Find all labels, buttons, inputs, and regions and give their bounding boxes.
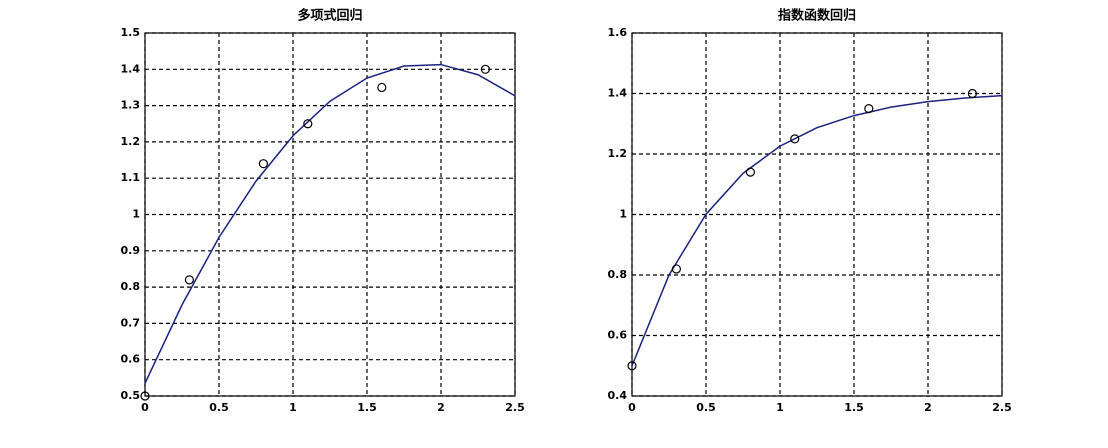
y-tick-label: 1.3 [121,99,141,112]
x-tick-label: 1 [289,401,297,414]
x-tick-label: 2 [924,401,932,414]
data-point [671,264,682,274]
chart-title: 多项式回归 [297,8,362,24]
data-point [258,159,268,169]
data-point [377,82,387,93]
y-tick-label: 0.6 [121,353,141,366]
y-tick-label: 1.4 [608,87,628,100]
x-tick-label: 0 [141,401,149,414]
data-point [303,119,313,129]
fit-curve [631,94,1003,367]
y-tick-label: 1.1 [121,171,141,184]
plot-frame [631,32,1003,397]
y-tick-label: 0.5 [121,389,141,402]
data-point [745,167,756,177]
x-tick-label: 2.5 [505,401,525,414]
data-point [480,64,490,74]
y-tick-label: 1.5 [121,26,141,39]
y-tick-label: 1.2 [608,147,628,160]
y-tick-label: 0.7 [121,316,141,329]
y-tick-label: 1.6 [608,26,628,39]
x-tick-label: 0.5 [209,401,229,414]
y-tick-label: 1.2 [121,135,141,148]
x-tick-label: 1.5 [844,401,864,414]
data-point [184,275,194,285]
y-tick-label: 1.4 [121,62,141,75]
x-tick-label: 1 [776,401,784,414]
fit-curve [144,63,516,384]
data-point [627,361,637,371]
x-tick-label: 1.5 [357,401,377,414]
y-tick-label: 0.9 [121,244,141,257]
data-point [790,134,800,144]
y-tick-label: 0.4 [608,389,628,402]
plot-frame [144,32,516,397]
chart-title: 指数函数回归 [778,8,856,24]
x-tick-label: 0 [628,401,636,414]
y-tick-label: 1 [132,208,140,221]
y-tick-label: 0.6 [608,329,628,342]
data-point [967,88,978,99]
y-tick-label: 0.8 [121,280,141,293]
x-tick-label: 2 [437,401,445,414]
data-point [140,391,150,401]
x-tick-label: 0.5 [696,401,716,414]
data-point [864,104,874,114]
x-tick-label: 2.5 [992,401,1012,414]
y-tick-label: 0.8 [608,268,628,281]
y-tick-label: 1 [619,208,627,221]
